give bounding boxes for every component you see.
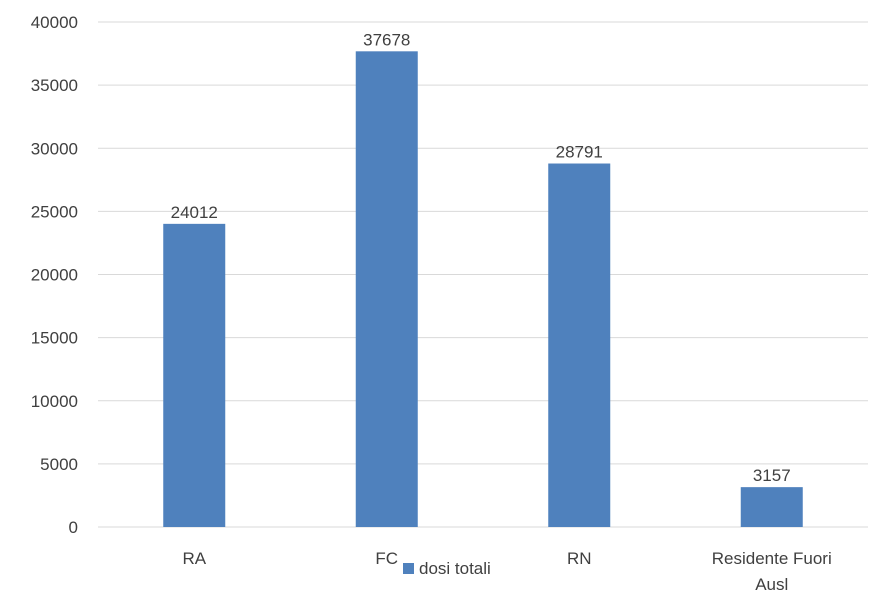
- legend: dosi totali: [403, 559, 491, 578]
- x-category-label: Residente Fuori Ausl: [712, 549, 832, 594]
- y-tick-label: 25000: [31, 202, 78, 221]
- x-category-label-line: RN: [567, 549, 592, 568]
- x-category-label-line: Residente Fuori: [712, 549, 832, 568]
- data-label: 3157: [753, 466, 791, 485]
- x-category-label: RN: [567, 549, 592, 568]
- y-tick-label: 0: [69, 518, 78, 537]
- data-labels: 24012 37678 28791 3157: [171, 30, 791, 485]
- y-axis-ticks: 0 5000 10000 15000 20000 25000 30000 35000 40000: [31, 13, 78, 537]
- x-category-label-line: RA: [182, 549, 206, 568]
- legend-swatch: [403, 563, 414, 574]
- y-tick-label: 10000: [31, 392, 78, 411]
- x-category-label-line: Ausl: [755, 575, 788, 594]
- gridlines: [98, 21, 868, 528]
- legend-label: dosi totali: [419, 559, 491, 578]
- y-tick-label: 15000: [31, 329, 78, 348]
- y-tick-label: 20000: [31, 266, 78, 285]
- y-tick-label: 40000: [31, 13, 78, 32]
- bar-rn: [548, 163, 611, 528]
- data-label: 37678: [363, 30, 410, 49]
- bar-ra: [163, 223, 226, 527]
- y-tick-label: 35000: [31, 76, 78, 95]
- x-axis-categories: RA FC RN Residente Fuori Ausl: [182, 549, 831, 594]
- x-category-label: RA: [182, 549, 206, 568]
- y-tick-label: 5000: [40, 455, 78, 474]
- data-label: 24012: [171, 203, 218, 222]
- y-tick-label: 30000: [31, 139, 78, 158]
- bar-residente-fuori-ausl: [740, 487, 803, 527]
- data-label: 28791: [556, 143, 603, 162]
- x-category-label-line: FC: [375, 549, 398, 568]
- x-category-label: FC: [375, 549, 398, 568]
- bars: [163, 51, 803, 528]
- bar-fc: [355, 51, 418, 528]
